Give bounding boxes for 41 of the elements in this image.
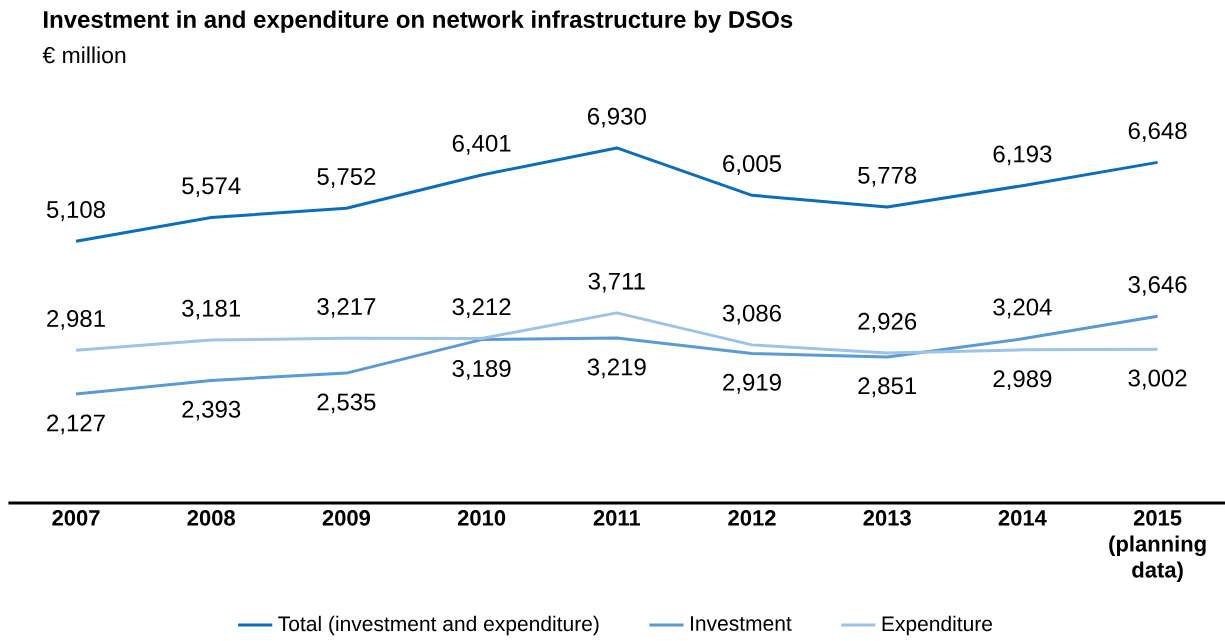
x-tick-label: 2014 (998, 510, 1047, 526)
data-label: 3,086 (722, 304, 781, 325)
data-label: 5,778 (858, 166, 917, 187)
data-label: 3,204 (993, 298, 1052, 319)
x-tick-label: 2013 (863, 510, 911, 526)
data-label: 6,401 (452, 134, 511, 155)
data-label: 6,648 (1128, 122, 1187, 142)
x-tick-label: 2007 (52, 510, 100, 526)
data-label: 6,930 (588, 107, 646, 128)
x-tick-label: 2009 (322, 510, 371, 526)
data-label: 3,646 (1128, 275, 1187, 296)
legend-label: Investment (691, 616, 792, 631)
data-label: 3,002 (1128, 369, 1187, 390)
data-label: 3,189 (452, 360, 511, 380)
x-tick-label: 2011 (593, 510, 641, 526)
legend-label: Total (investment and expenditure) (278, 615, 599, 636)
data-label: 5,574 (182, 177, 241, 197)
data-label: 2,989 (993, 370, 1052, 391)
data-label: 2,127 (47, 414, 105, 435)
data-label: 2,919 (723, 373, 781, 394)
data-label: 3,711 (588, 272, 645, 293)
data-label: 6,005 (723, 155, 781, 175)
x-tick-label: 2015 (planning data) (1109, 510, 1206, 582)
data-label: 2,393 (182, 400, 241, 421)
legend-label: Expenditure (882, 615, 993, 636)
data-label: 2,851 (858, 377, 917, 398)
data-label: 2,535 (317, 393, 376, 414)
x-tick-label: 2008 (187, 510, 235, 526)
data-label: 2,981 (47, 310, 105, 330)
x-tick-label: 2012 (728, 510, 776, 526)
data-label: 5,108 (46, 201, 105, 221)
x-tick-label: 2010 (457, 510, 506, 526)
data-label: 2,926 (858, 312, 917, 333)
data-label: 3,219 (587, 358, 646, 379)
data-label: 3,181 (182, 299, 241, 320)
chart-title: Investment in and expenditure on network infrastructure by DSOs (44, 10, 793, 33)
chart-subtitle: € million (42, 46, 126, 64)
data-label: 3,217 (317, 297, 376, 318)
data-label: 3,212 (452, 298, 511, 319)
data-label: 6,193 (993, 145, 1052, 166)
data-label: 5,752 (317, 168, 376, 188)
